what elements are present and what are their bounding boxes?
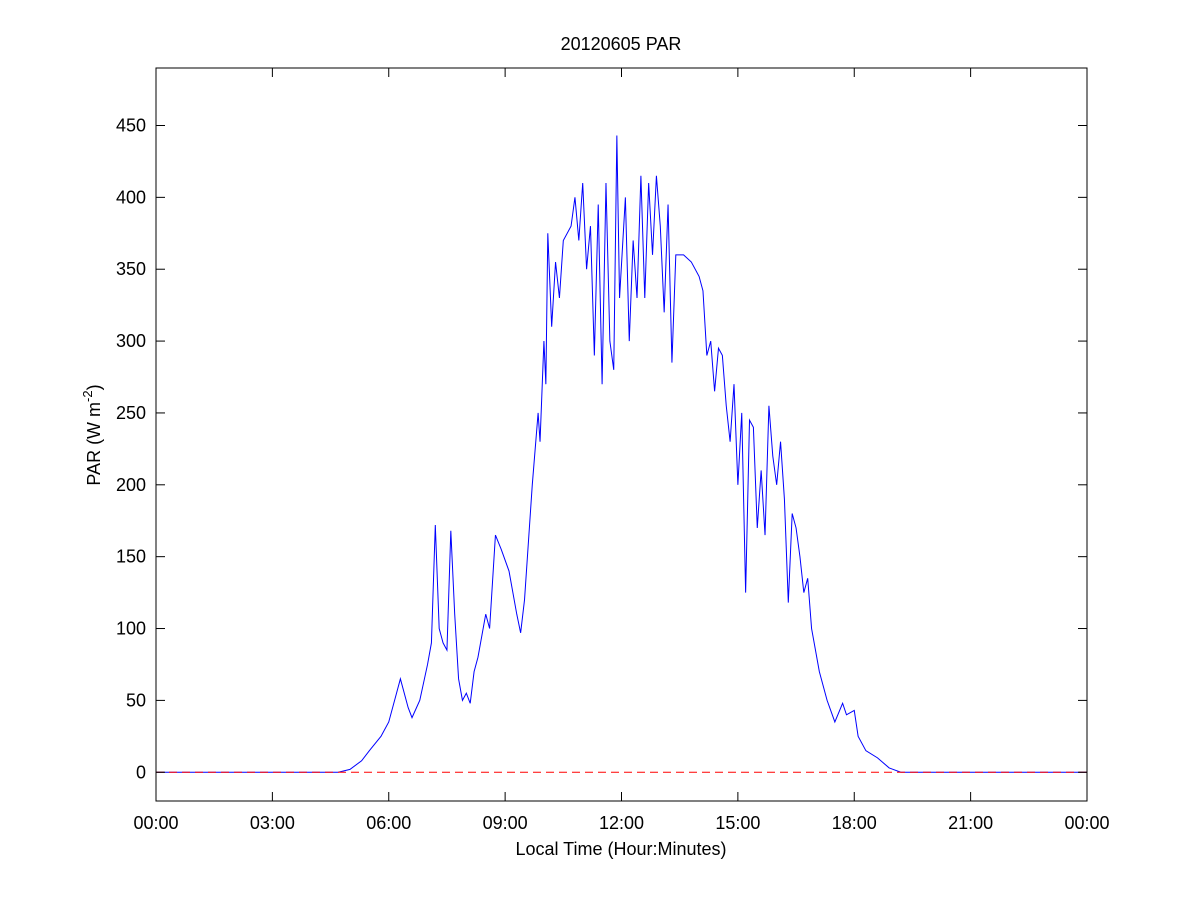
plot-frame bbox=[155, 67, 1088, 802]
y-tick-label: 350 bbox=[116, 259, 146, 279]
y-tick-label: 250 bbox=[116, 403, 146, 423]
x-tick-label: 15:00 bbox=[715, 813, 760, 833]
y-tick-label: 400 bbox=[116, 187, 146, 207]
y-axis-label: PAR (W m-2) bbox=[80, 384, 104, 485]
x-tick-label: 21:00 bbox=[948, 813, 993, 833]
x-tick-label: 00:00 bbox=[133, 813, 178, 833]
x-tick-label: 09:00 bbox=[483, 813, 528, 833]
y-tick-label: 0 bbox=[136, 762, 146, 782]
x-tick-label: 06:00 bbox=[366, 813, 411, 833]
y-tick-label: 200 bbox=[116, 475, 146, 495]
y-axis-label-sup: -2 bbox=[80, 390, 95, 402]
x-tick-label: 12:00 bbox=[599, 813, 644, 833]
x-tick-label: 18:00 bbox=[832, 813, 877, 833]
y-tick-label: 300 bbox=[116, 331, 146, 351]
x-tick-label: 03:00 bbox=[250, 813, 295, 833]
y-tick-label: 150 bbox=[116, 547, 146, 567]
x-axis-label: Local Time (Hour:Minutes) bbox=[515, 839, 726, 859]
y-tick-label: 50 bbox=[126, 690, 146, 710]
chart-title: 20120605 PAR bbox=[561, 34, 682, 54]
data-line bbox=[156, 135, 1087, 773]
y-axis-label-part: PAR (W m bbox=[84, 402, 104, 486]
y-axis-label-part: ) bbox=[84, 384, 104, 390]
y-tick-label: 450 bbox=[116, 115, 146, 135]
x-tick-label: 00:00 bbox=[1064, 813, 1109, 833]
y-tick-label: 100 bbox=[116, 619, 146, 639]
